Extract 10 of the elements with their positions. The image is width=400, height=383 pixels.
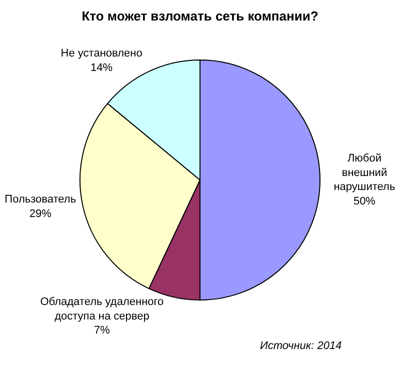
text: Источник: 2014 [260,340,342,352]
data-label: 50% [353,195,376,208]
slice-label: Не установлено [60,48,142,60]
data-label: 29% [29,208,52,220]
slice-label: Обладатель удаленного доступа на сервер [40,296,164,322]
chart-title: Кто может взломать сеть компании? [82,8,318,24]
data-label: 14% [90,62,113,74]
data-label: 7% [94,324,110,337]
slice-label: Пользователь [4,194,76,206]
slice-label: Любой внешний нарушитель [334,152,396,194]
